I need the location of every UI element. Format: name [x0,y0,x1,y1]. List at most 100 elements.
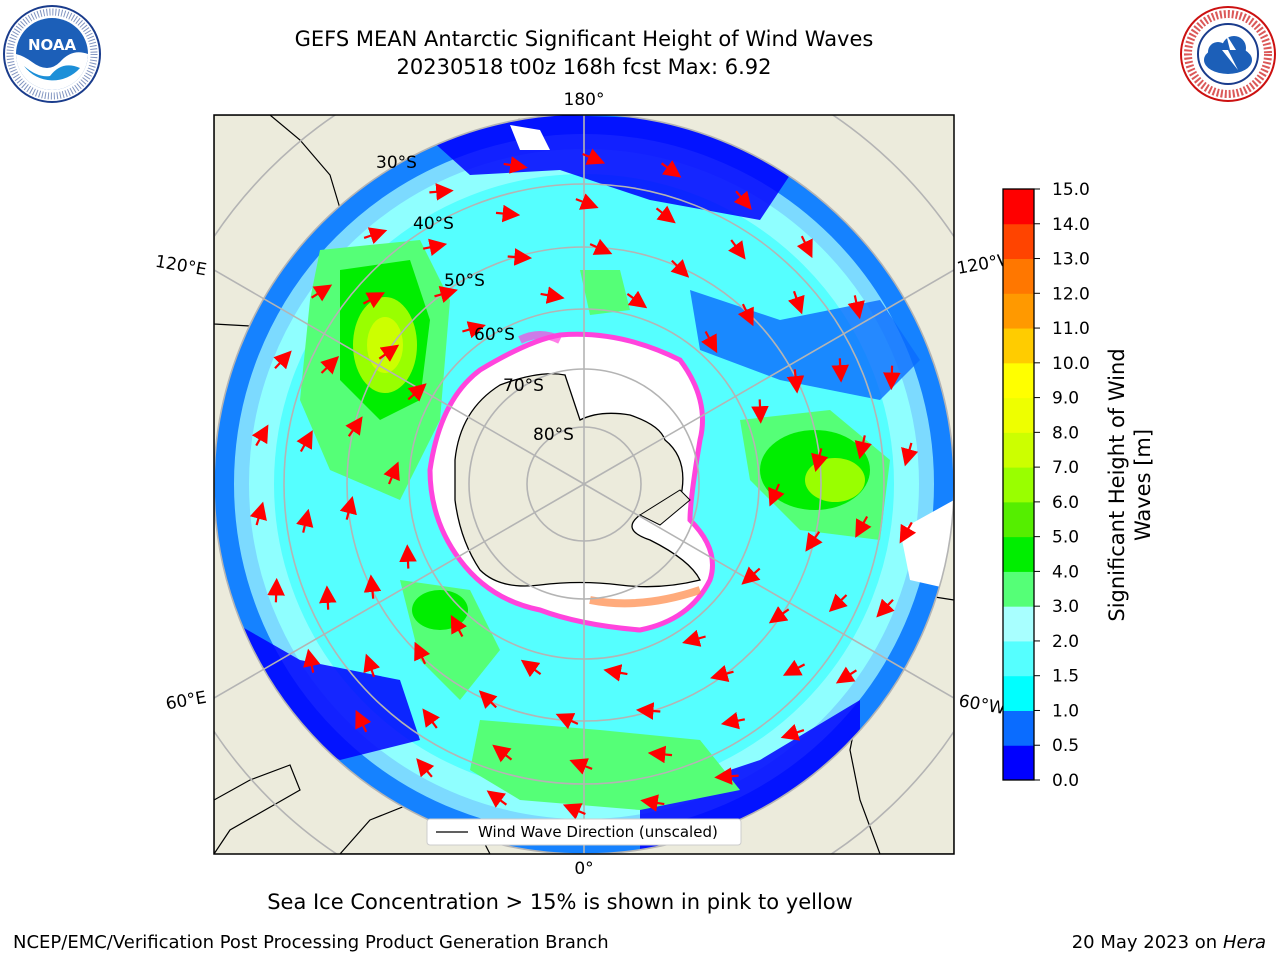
wind-wave-arrow [780,723,805,741]
wind-wave-arrow [710,665,734,682]
wind-wave-arrow [828,593,848,613]
colorbar-label-line1: Significant Height of Wind [1105,348,1129,621]
wind-wave-arrow [728,239,746,260]
wind-wave-arrow [296,430,313,453]
colorbar-block [1003,745,1034,781]
wind-wave-arrow [855,515,872,538]
colorbar-block [1003,501,1034,538]
wind-wave-arrow [320,355,340,375]
wind-wave-arrow [796,235,813,259]
wind-wave-arrow [737,303,754,327]
wind-wave-arrow [478,690,498,709]
wind-wave-arrow [701,330,718,354]
colorbar-tick-label: 9.0 [1052,389,1079,409]
wind-wave-arrow [876,598,895,618]
colorbar-label-line2: Waves [m] [1131,429,1155,541]
wind-wave-arrow [670,259,690,278]
lat-label-70: 70°S [503,376,544,396]
wind-wave-arrow [589,238,613,255]
colorbar-block [1003,432,1034,468]
wind-wave-arrow [507,248,533,266]
lat-label-80: 80°S [533,425,574,445]
wind-wave-arrow [486,790,508,808]
colorbar-tick-label: 8.0 [1052,423,1079,443]
wind-wave-arrow [503,156,528,174]
wind-wave-arrow [378,344,400,362]
wind-wave-arrow [345,416,363,437]
wind-wave-arrow [311,284,333,302]
wind-wave-arrow [811,448,829,473]
colorbar-block [1003,362,1034,399]
lat-label-30: 30°S [376,153,417,173]
wind-wave-arrow [273,350,292,370]
wind-wave-arrow [626,290,648,309]
wind-wave-arrow [603,664,628,682]
colorbar-block [1003,293,1034,329]
wind-wave-arrow [733,190,752,210]
wind-wave-arrow [429,183,454,201]
wind-wave-arrow [582,148,606,165]
wind-wave-arrow [462,321,486,339]
date-stamp: 20 May 2023 on Hera [1072,932,1266,953]
wind-wave-arrow [520,659,542,678]
colorbar-block [1003,606,1034,642]
wind-wave-arrow [416,758,435,778]
lat-label-60: 60°S [474,325,515,345]
colorbar-block [1003,710,1034,746]
machine-name: Hera [1222,932,1266,953]
map-frame [213,114,955,855]
colorbar-tick-label: 2.0 [1052,632,1079,652]
colorbar-tick-label: 12.0 [1052,284,1090,304]
colorbar-tick-label: 4.0 [1052,562,1079,582]
wind-wave-arrow [422,708,440,729]
colorbar-block [1003,397,1034,433]
wind-wave-arrow [805,531,823,552]
wind-wave-arrow [635,702,661,720]
map-legend [426,818,742,846]
wind-wave-arrow [835,666,857,684]
wind-wave-arrow [495,204,521,223]
wind-wave-arrow [303,648,321,673]
wind-wave-arrow [786,369,805,394]
lon-label-180: 180° [564,90,605,110]
colorbar-tick-label: 6.0 [1052,493,1079,513]
wind-wave-arrow [741,566,761,585]
wind-wave-arrow [768,483,785,507]
nws-logo-icon [1180,6,1276,102]
colorbar-tick-label: 14.0 [1052,215,1090,235]
colorbar-block [1003,536,1034,572]
wind-wave-arrow [782,659,806,676]
credit-text: NCEP/EMC/Verification Post Processing Pr… [13,932,609,953]
wind-wave-arrow [787,290,805,315]
wind-wave-arrow [362,292,386,309]
noaa-logo-text: NOAA [28,36,77,54]
colorbar-tick-label: 10.0 [1052,354,1090,374]
colorbar-block [1003,328,1034,364]
wind-wave-arrow [831,358,849,383]
africa-land [214,764,301,854]
wind-wave-arrow [363,653,381,678]
chart-subtitle: 20230518 t00z 168h fcst Max: 6.92 [396,55,772,79]
wind-wave-arrow [363,574,382,599]
wind-wave-arrow [319,585,337,610]
wind-wave-arrow [355,709,372,733]
colorbar-block [1003,258,1034,294]
wind-wave-arrow [407,383,427,402]
wind-wave-arrow [901,442,919,467]
lon-label-0: 0° [574,859,593,879]
wind-wave-arrow [569,758,593,775]
wind-wave-arrow [414,641,431,665]
wind-wave-arrow [339,495,357,520]
wind-wave-arrow [854,435,872,460]
colorbar-block [1003,571,1034,607]
wind-wave-arrow [383,461,400,485]
wind-wave-arrow [847,295,865,320]
wind-wave-arrow [251,424,269,447]
wind-wave-arrow [562,803,586,820]
wind-wave-arrow [555,713,579,730]
graticule [214,115,954,854]
wind-wave-arrow [434,286,458,303]
wind-wave-arrow [249,501,267,526]
